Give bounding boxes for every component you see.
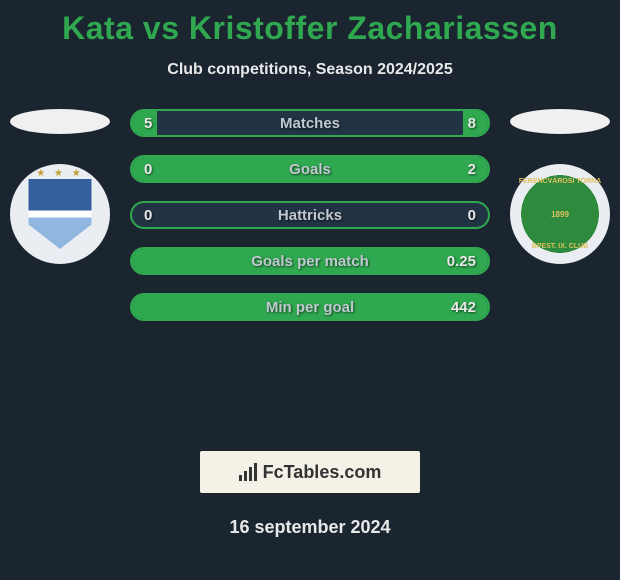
stat-right-value: 2 — [468, 161, 476, 178]
stat-row: Goals per match0.25 — [130, 247, 490, 275]
stat-row: 0Hattricks0 — [130, 201, 490, 229]
right-crest-text-bottom: BPEST. IX. CLUB — [510, 243, 610, 250]
date-label: 16 september 2024 — [0, 517, 620, 538]
page-title: Kata vs Kristoffer Zachariassen — [0, 0, 620, 47]
left-crest: ★ ★ ★ — [10, 164, 110, 264]
right-crest-text-top: FERENCVÁROSI TORNA — [510, 178, 610, 185]
left-crest-stars: ★ ★ ★ — [10, 168, 110, 179]
stat-right-value: 0.25 — [447, 253, 476, 270]
stat-row: 0Goals2 — [130, 155, 490, 183]
stat-label: Goals — [132, 161, 488, 178]
right-crest: FERENCVÁROSI TORNA 1899 BPEST. IX. CLUB — [510, 164, 610, 264]
stat-label: Min per goal — [132, 299, 488, 316]
stat-right-value: 8 — [468, 115, 476, 132]
left-crest-shield — [25, 179, 95, 249]
stat-label: Goals per match — [132, 253, 488, 270]
stat-row: Min per goal442 — [130, 293, 490, 321]
right-crest-center: 1899 — [540, 194, 580, 234]
stat-right-value: 442 — [451, 299, 476, 316]
subtitle: Club competitions, Season 2024/2025 — [0, 61, 620, 79]
stat-label: Hattricks — [132, 207, 488, 224]
left-flag — [10, 109, 110, 134]
stat-row: 5Matches8 — [130, 109, 490, 137]
right-flag — [510, 109, 610, 134]
stats-list: 5Matches80Goals20Hattricks0Goals per mat… — [130, 109, 490, 339]
stat-right-value: 0 — [468, 207, 476, 224]
comparison-panel: ★ ★ ★ FERENCVÁROSI TORNA 1899 BPEST. IX.… — [0, 109, 620, 439]
right-team-badge: FERENCVÁROSI TORNA 1899 BPEST. IX. CLUB — [510, 109, 610, 299]
stat-label: Matches — [132, 115, 488, 132]
left-team-badge: ★ ★ ★ — [10, 109, 110, 299]
chart-icon — [239, 463, 257, 481]
brand-label: FcTables.com — [263, 462, 382, 483]
brand-box[interactable]: FcTables.com — [200, 451, 420, 493]
